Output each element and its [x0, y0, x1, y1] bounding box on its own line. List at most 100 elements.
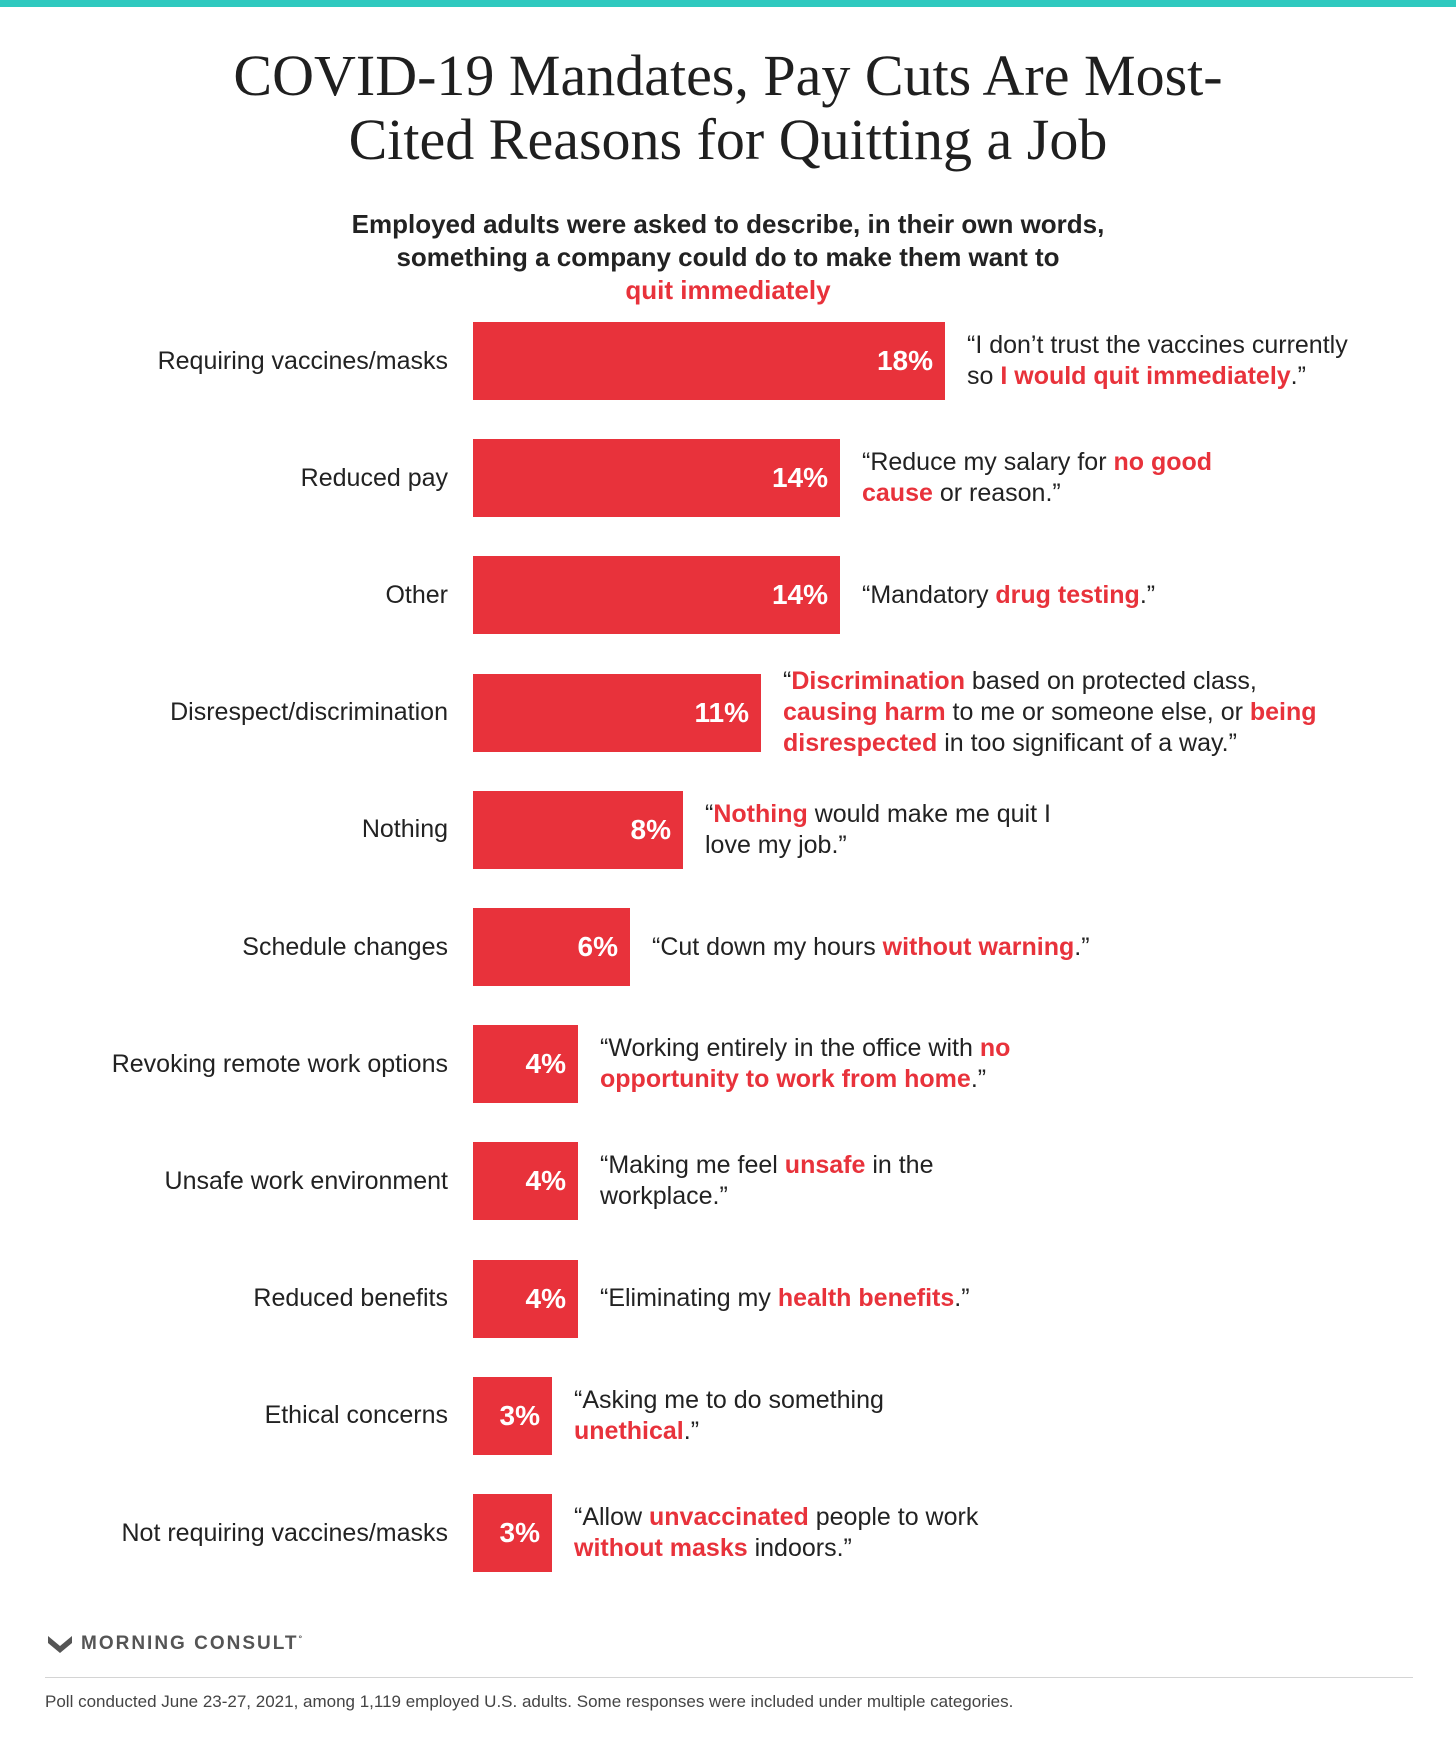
bar: 6% — [473, 908, 630, 986]
quote-segment: “ — [783, 667, 792, 696]
bar-row: Reduced benefits 4% “Eliminating my health… — [0, 1259, 1456, 1338]
bar-value-label: 4% — [525, 1048, 566, 1080]
bar-value-label: 4% — [525, 1165, 566, 1197]
bar-value-label: 3% — [499, 1517, 540, 1548]
subtitle-line-2-text: something a company could do to make the… — [396, 242, 1060, 272]
bar-value-label: 4% — [525, 1282, 566, 1314]
category-label: Schedule changes — [242, 932, 448, 961]
quote-segment: so — [967, 362, 1001, 390]
brand-name-text: MORNING CONSULT — [81, 1633, 299, 1654]
bar-row: Unsafe work environment 4% “Making me feel… — [0, 1142, 1456, 1221]
bar-row: Not requiring vaccines/masks 3% “Allow unv… — [0, 1494, 1456, 1572]
quote-segment: .” — [1290, 362, 1306, 390]
chart-title-line-2: Cited Reasons for Quitting a Job — [348, 107, 1108, 172]
bar: 4% — [473, 1259, 578, 1338]
chart-title: COVID-19 Mandates, Pay Cuts Are Most- Ci… — [0, 44, 1456, 172]
subtitle-line-2: something a company could do to make the… — [0, 241, 1456, 307]
category-label: Disrespect/discrimination — [170, 698, 448, 727]
quote-text: “Making me feel unsafe in the workplace.” — [600, 1150, 934, 1212]
brand-name: MORNING CONSULT° — [81, 1633, 302, 1655]
brand-mark: ° — [298, 1633, 303, 1644]
respondent-quote: “Making me feel unsafe in the workplace.” — [600, 1142, 934, 1220]
quote-segment: “Eliminating my — [600, 1284, 778, 1313]
bar-value-label: 3% — [499, 1399, 540, 1431]
quote-segment: people to work — [808, 1503, 979, 1531]
quote-line: without masks indoors.” — [574, 1533, 978, 1564]
quote-segment: indoors.” — [747, 1534, 852, 1562]
subtitle-highlight: quit immediately — [625, 275, 831, 305]
quote-highlight: drug testing — [995, 580, 1140, 609]
chart-subtitle: Employed adults were asked to describe, … — [0, 208, 1456, 307]
respondent-quote: “I don’t trust the vaccines currently so … — [967, 322, 1348, 400]
respondent-quote: “Mandatory drug testing.” — [862, 556, 1155, 634]
quote-segment: .” — [954, 1284, 970, 1313]
category-label: Other — [385, 580, 448, 609]
quote-highlight: causing harm — [783, 698, 946, 727]
respondent-quote: “Cut down my hours without warning.” — [652, 908, 1090, 986]
quote-line: love my job.” — [705, 830, 1051, 861]
quote-highlight: health benefits — [777, 1284, 955, 1313]
quote-segment: “Allow — [574, 1503, 650, 1531]
quote-segment: “Making me feel — [600, 1151, 785, 1180]
category-label: Not requiring vaccines/masks — [121, 1518, 448, 1547]
category-label: Unsafe work environment — [164, 1166, 448, 1195]
quote-text: “I don’t trust the vaccines currently so … — [967, 330, 1348, 392]
quote-segment: to me or someone else, or — [945, 698, 1250, 727]
quote-highlight: no good — [1113, 448, 1213, 477]
quote-segment: “Asking me to do something — [574, 1385, 884, 1414]
bar: 14% — [473, 556, 840, 635]
quote-text: “Reduce my salary for no good cause or re… — [862, 447, 1212, 509]
category-label: Ethical concerns — [264, 1401, 448, 1430]
quote-segment: “Working entirely in the office with — [600, 1034, 980, 1063]
quote-highlight: without warning — [882, 932, 1075, 961]
bar-row: Requiring vaccines/masks 18% “I don’t trus… — [0, 322, 1456, 400]
quote-segment: or reason.” — [932, 479, 1061, 508]
quote-highlight: unvaccinated — [649, 1503, 809, 1531]
quote-segment: in too significant of a way.” — [937, 729, 1237, 758]
quote-line: causing harm to me or someone else, or b… — [783, 697, 1317, 728]
quote-text: “Eliminating my health benefits.” — [600, 1283, 970, 1314]
respondent-quote: “Asking me to do something unethical.” — [574, 1377, 884, 1455]
quote-highlight: being — [1249, 698, 1317, 727]
quote-highlight: disrespected — [783, 729, 938, 758]
quote-line: workplace.” — [600, 1181, 934, 1212]
respondent-quote: “Reduce my salary for no good cause or re… — [862, 439, 1212, 517]
quote-line: cause or reason.” — [862, 478, 1212, 509]
quote-line: “Working entirely in the office with no — [600, 1033, 1010, 1064]
quote-segment: based on protected class, — [964, 667, 1257, 696]
morning-consult-logo-icon — [48, 1636, 72, 1653]
quote-highlight: opportunity to work from home — [600, 1065, 971, 1094]
quote-text: “Asking me to do something unethical.” — [574, 1385, 884, 1447]
respondent-quote: “Working entirely in the office with no o… — [600, 1025, 1010, 1103]
quote-text: “Cut down my hours without warning.” — [652, 932, 1090, 963]
quote-segment: would make me quit I — [807, 799, 1051, 828]
quote-line: “Reduce my salary for no good — [862, 447, 1212, 478]
quote-highlight: cause — [862, 479, 933, 508]
bar-row: Other 14% “Mandatory drug testing.” — [0, 556, 1456, 635]
bar: 18% — [473, 322, 945, 400]
quote-segment: in the — [865, 1151, 934, 1180]
category-label: Requiring vaccines/masks — [157, 346, 448, 375]
bar-value-label: 14% — [771, 579, 828, 611]
quote-segment: .” — [1139, 580, 1156, 609]
quote-segment: love my job.” — [705, 830, 847, 859]
quote-highlight: without masks — [574, 1534, 748, 1562]
category-label: Reduced benefits — [253, 1284, 448, 1313]
quote-highlight: unsafe — [784, 1151, 866, 1180]
quote-text: “Allow unvaccinated people to work withou… — [574, 1502, 978, 1564]
quote-line: unethical.” — [574, 1416, 884, 1447]
bar-row: Reduced pay 14% “Reduce my salary for no g… — [0, 439, 1456, 518]
bar: 4% — [473, 1142, 578, 1221]
quote-line: so I would quit immediately.” — [967, 361, 1348, 392]
quote-segment: “ — [705, 799, 714, 828]
bar: 3% — [473, 1376, 552, 1455]
quote-segment: “Cut down my hours — [652, 932, 883, 961]
brand-logo: MORNING CONSULT° — [47, 1633, 302, 1655]
bar-row: Schedule changes 6% “Cut down my hours wit… — [0, 908, 1456, 986]
quote-line: opportunity to work from home.” — [600, 1064, 1010, 1095]
quote-highlight: no — [979, 1034, 1011, 1063]
bar: 8% — [473, 790, 683, 869]
quote-line: “Nothing would make me quit I — [705, 799, 1051, 830]
